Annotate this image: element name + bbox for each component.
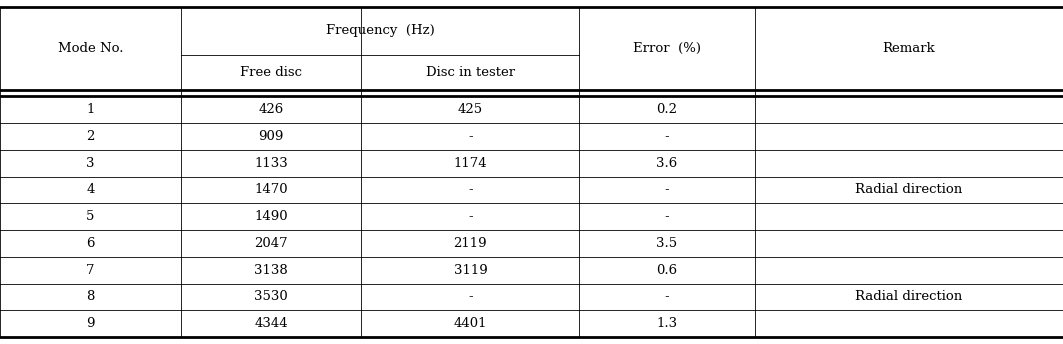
Text: 3119: 3119 [454, 264, 487, 277]
Text: 8: 8 [86, 290, 95, 303]
Text: 1490: 1490 [254, 210, 288, 223]
Text: 1: 1 [86, 103, 95, 116]
Text: -: - [468, 183, 473, 196]
Text: 1174: 1174 [454, 157, 487, 170]
Text: 2119: 2119 [454, 237, 487, 250]
Text: -: - [468, 130, 473, 143]
Text: 3530: 3530 [254, 290, 288, 303]
Text: 0.2: 0.2 [657, 103, 677, 116]
Text: Remark: Remark [882, 42, 935, 55]
Text: 7: 7 [86, 264, 95, 277]
Text: 4344: 4344 [254, 317, 288, 330]
Text: Free disc: Free disc [240, 66, 302, 79]
Text: Radial direction: Radial direction [856, 183, 962, 196]
Text: Mode No.: Mode No. [57, 42, 123, 55]
Text: 3138: 3138 [254, 264, 288, 277]
Text: 4: 4 [86, 183, 95, 196]
Text: 1133: 1133 [254, 157, 288, 170]
Text: 6: 6 [86, 237, 95, 250]
Text: 0.6: 0.6 [657, 264, 677, 277]
Text: 3.5: 3.5 [657, 237, 677, 250]
Text: 2047: 2047 [254, 237, 288, 250]
Text: Error  (%): Error (%) [634, 42, 701, 55]
Text: 4401: 4401 [454, 317, 487, 330]
Text: 9: 9 [86, 317, 95, 330]
Text: 1.3: 1.3 [657, 317, 677, 330]
Text: 909: 909 [258, 130, 284, 143]
Text: -: - [664, 183, 670, 196]
Text: Disc in tester: Disc in tester [426, 66, 514, 79]
Text: 2: 2 [86, 130, 95, 143]
Text: -: - [664, 290, 670, 303]
Text: -: - [468, 290, 473, 303]
Text: 3: 3 [86, 157, 95, 170]
Text: 3.6: 3.6 [657, 157, 677, 170]
Text: 5: 5 [86, 210, 95, 223]
Text: -: - [664, 210, 670, 223]
Text: Frequency  (Hz): Frequency (Hz) [325, 24, 435, 37]
Text: 426: 426 [258, 103, 284, 116]
Text: -: - [664, 130, 670, 143]
Text: 1470: 1470 [254, 183, 288, 196]
Text: 425: 425 [458, 103, 483, 116]
Text: Radial direction: Radial direction [856, 290, 962, 303]
Text: -: - [468, 210, 473, 223]
